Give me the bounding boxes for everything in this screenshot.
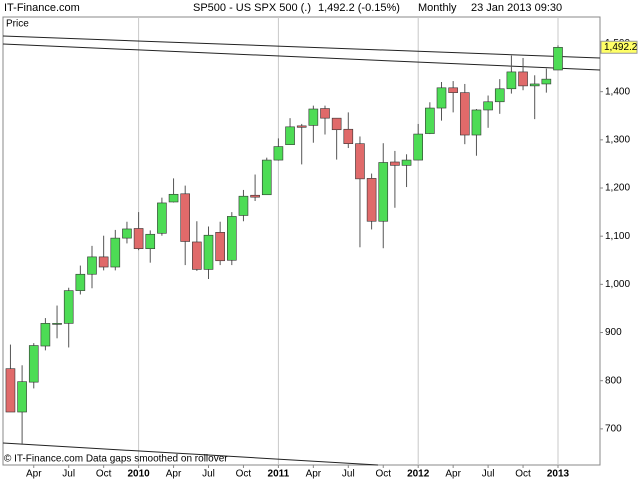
plot-frame bbox=[2, 16, 601, 466]
footer: © IT-Finance.com Data gaps smoothed on r… bbox=[4, 454, 228, 465]
candle-body bbox=[320, 108, 330, 119]
candle-body bbox=[448, 87, 458, 93]
x-tick-label: Apr bbox=[166, 469, 182, 480]
candle-body bbox=[529, 83, 540, 87]
y-tick-label: 800 bbox=[605, 375, 622, 386]
x-tick-label: Jul bbox=[62, 469, 75, 480]
price-marker-label: 1,492.2 bbox=[604, 42, 638, 53]
candle-body bbox=[157, 202, 167, 234]
x-tick-label: Jul bbox=[342, 469, 355, 480]
candle-body bbox=[28, 345, 39, 383]
candle-body bbox=[483, 101, 493, 111]
candle-body bbox=[87, 256, 97, 275]
trend-line bbox=[2, 35, 601, 59]
candle-body bbox=[390, 161, 400, 166]
candle-body bbox=[261, 159, 272, 196]
candle-body bbox=[425, 107, 435, 134]
y-tick-label: 1,100 bbox=[605, 231, 630, 242]
candle-body bbox=[63, 290, 74, 324]
x-tick-label: Apr bbox=[306, 469, 322, 480]
candle-body bbox=[355, 143, 365, 180]
candle-body bbox=[273, 146, 284, 161]
quote: 1,492.2 (-0.15%) bbox=[318, 2, 400, 14]
site-name: IT-Finance.com bbox=[4, 2, 80, 14]
x-tick-label: 2013 bbox=[547, 469, 570, 480]
x-tick-label: 2010 bbox=[127, 469, 150, 480]
candle-body bbox=[250, 194, 260, 198]
y-tick-label: 1,200 bbox=[605, 183, 630, 194]
y-tick-label: 900 bbox=[605, 327, 622, 338]
candle-body bbox=[518, 71, 528, 87]
candle-body bbox=[494, 88, 505, 103]
candle-body bbox=[75, 273, 86, 291]
y-tick-label: 1,400 bbox=[605, 86, 630, 97]
trend-line bbox=[2, 43, 601, 71]
candle-body bbox=[215, 232, 225, 262]
x-tick-label: Oct bbox=[236, 469, 252, 480]
candle-body bbox=[5, 368, 16, 413]
candle-body bbox=[366, 178, 377, 222]
candle-body bbox=[98, 256, 109, 268]
x-tick-label: Apr bbox=[26, 469, 42, 480]
candle-body bbox=[459, 92, 470, 136]
candle-body bbox=[227, 216, 237, 261]
candle-body bbox=[343, 128, 354, 144]
candle-body bbox=[17, 381, 27, 413]
y-tick-label: 1,300 bbox=[605, 134, 630, 145]
y-tick-label: 1,000 bbox=[605, 279, 630, 290]
candle-body bbox=[110, 237, 121, 268]
candle-body bbox=[553, 47, 563, 71]
x-tick-label: 2012 bbox=[407, 469, 430, 480]
candle-body bbox=[168, 193, 179, 203]
x-tick-label: 2011 bbox=[268, 469, 290, 480]
y-tick-label: 700 bbox=[605, 424, 622, 435]
candle-body bbox=[238, 195, 249, 216]
x-tick-label: Jul bbox=[202, 469, 215, 480]
x-tick-label: Oct bbox=[375, 469, 391, 480]
candle-body bbox=[401, 159, 412, 166]
candle-body bbox=[122, 228, 132, 239]
candle-body bbox=[180, 193, 190, 242]
price-marker bbox=[600, 40, 638, 54]
period: Monthly bbox=[418, 2, 457, 14]
candle-body bbox=[285, 126, 295, 145]
candle-body bbox=[52, 323, 62, 325]
candle-body bbox=[203, 234, 214, 270]
candle-body bbox=[506, 71, 517, 90]
candle-body bbox=[145, 233, 156, 250]
candle-body bbox=[541, 78, 552, 85]
chart-title: SP500 - US SPX 500 (.) bbox=[193, 2, 311, 14]
candle-body bbox=[413, 133, 424, 161]
x-tick-label: Oct bbox=[515, 469, 531, 480]
candle-body bbox=[436, 87, 447, 109]
candle-body bbox=[40, 323, 51, 347]
x-tick-label: Apr bbox=[445, 469, 461, 480]
candle-body bbox=[378, 162, 389, 222]
trend-line bbox=[2, 442, 379, 466]
candle-body bbox=[192, 241, 202, 270]
candle-body bbox=[471, 109, 482, 136]
candle-body bbox=[296, 125, 307, 128]
timestamp: 23 Jan 2013 09:30 bbox=[471, 2, 562, 14]
panel-label: Price bbox=[6, 19, 29, 30]
candle-body bbox=[308, 108, 319, 126]
candle-body bbox=[133, 228, 144, 250]
x-tick-label: Oct bbox=[96, 469, 112, 480]
candle-body bbox=[331, 117, 342, 131]
x-tick-label: Jul bbox=[482, 469, 495, 480]
